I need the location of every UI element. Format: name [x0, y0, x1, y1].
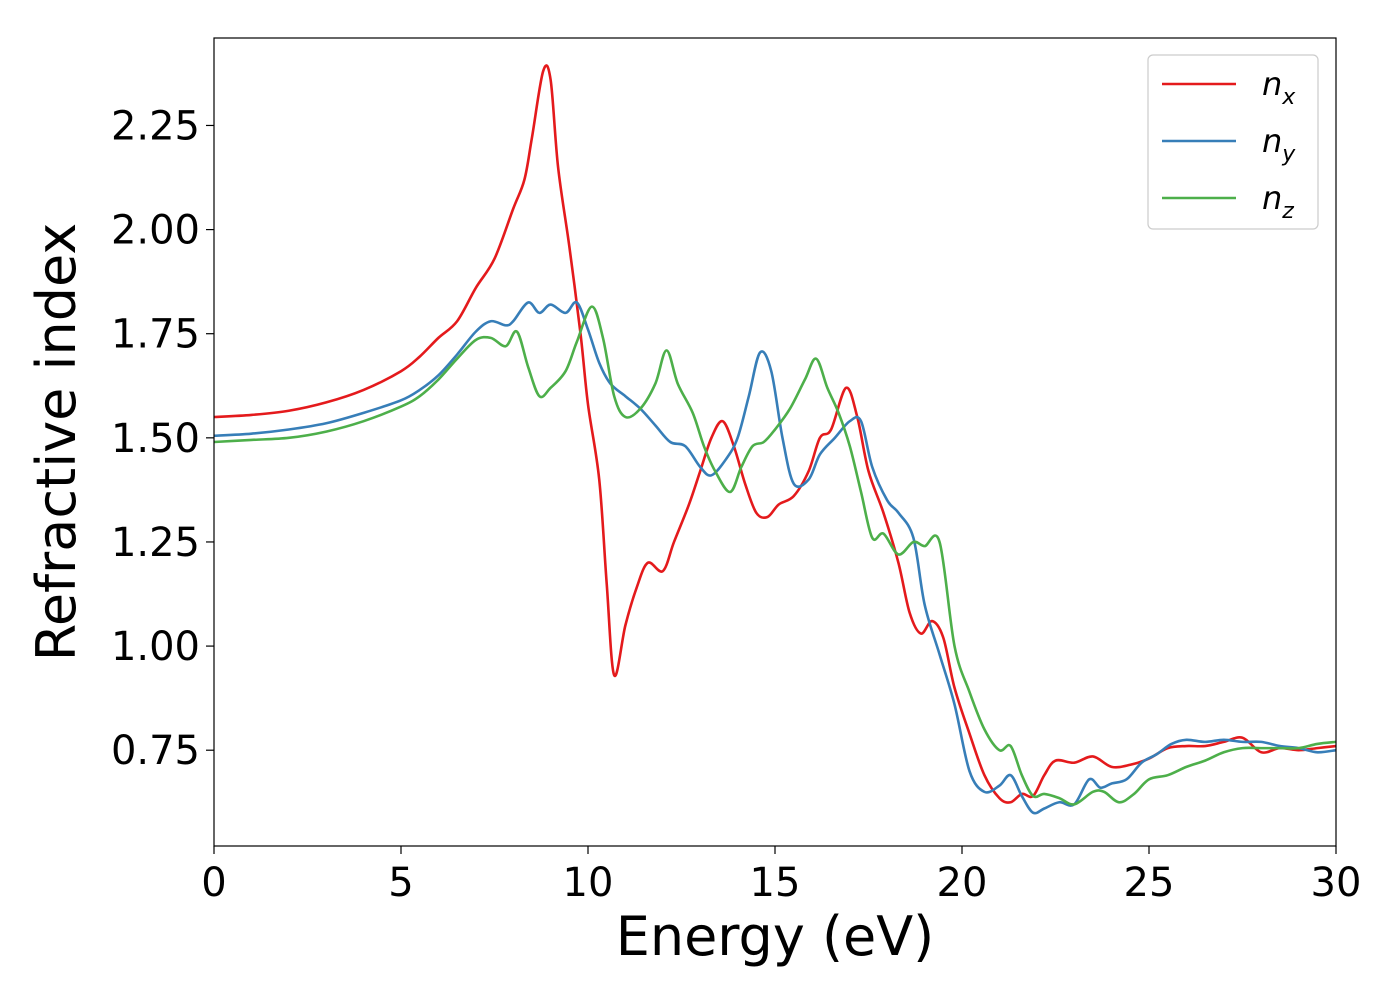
- x-axis-ticks: 0 5 10 15 20 25 30: [201, 846, 1361, 906]
- y-tick-label: 1.50: [111, 416, 200, 462]
- series-line-nz: [214, 305, 1336, 806]
- plot-lines: [214, 64, 1336, 815]
- series-line-nx: [214, 64, 1336, 804]
- y-axis-label: Refractive index: [25, 223, 88, 662]
- x-tick-label: 5: [388, 860, 413, 906]
- series-line-ny: [214, 300, 1336, 815]
- y-tick-label: 2.25: [111, 103, 200, 149]
- y-tick-label: 1.75: [111, 312, 200, 358]
- y-tick-label: 0.75: [111, 728, 200, 774]
- y-axis-ticks: 0.75 1.00 1.25 1.50 1.75 2.00 2.25: [111, 103, 214, 774]
- x-tick-label: 25: [1124, 860, 1175, 906]
- x-axis-label: Energy (eV): [616, 905, 935, 968]
- y-tick-label: 1.00: [111, 624, 200, 670]
- x-tick-label: 10: [563, 860, 614, 906]
- legend-label-nz: nz: [1262, 179, 1294, 224]
- y-tick-label: 2.00: [111, 208, 200, 254]
- x-tick-label: 0: [201, 860, 226, 906]
- x-tick-label: 15: [750, 860, 801, 906]
- y-tick-label: 1.25: [111, 520, 200, 566]
- x-tick-label: 20: [937, 860, 988, 906]
- x-tick-label: 30: [1311, 860, 1362, 906]
